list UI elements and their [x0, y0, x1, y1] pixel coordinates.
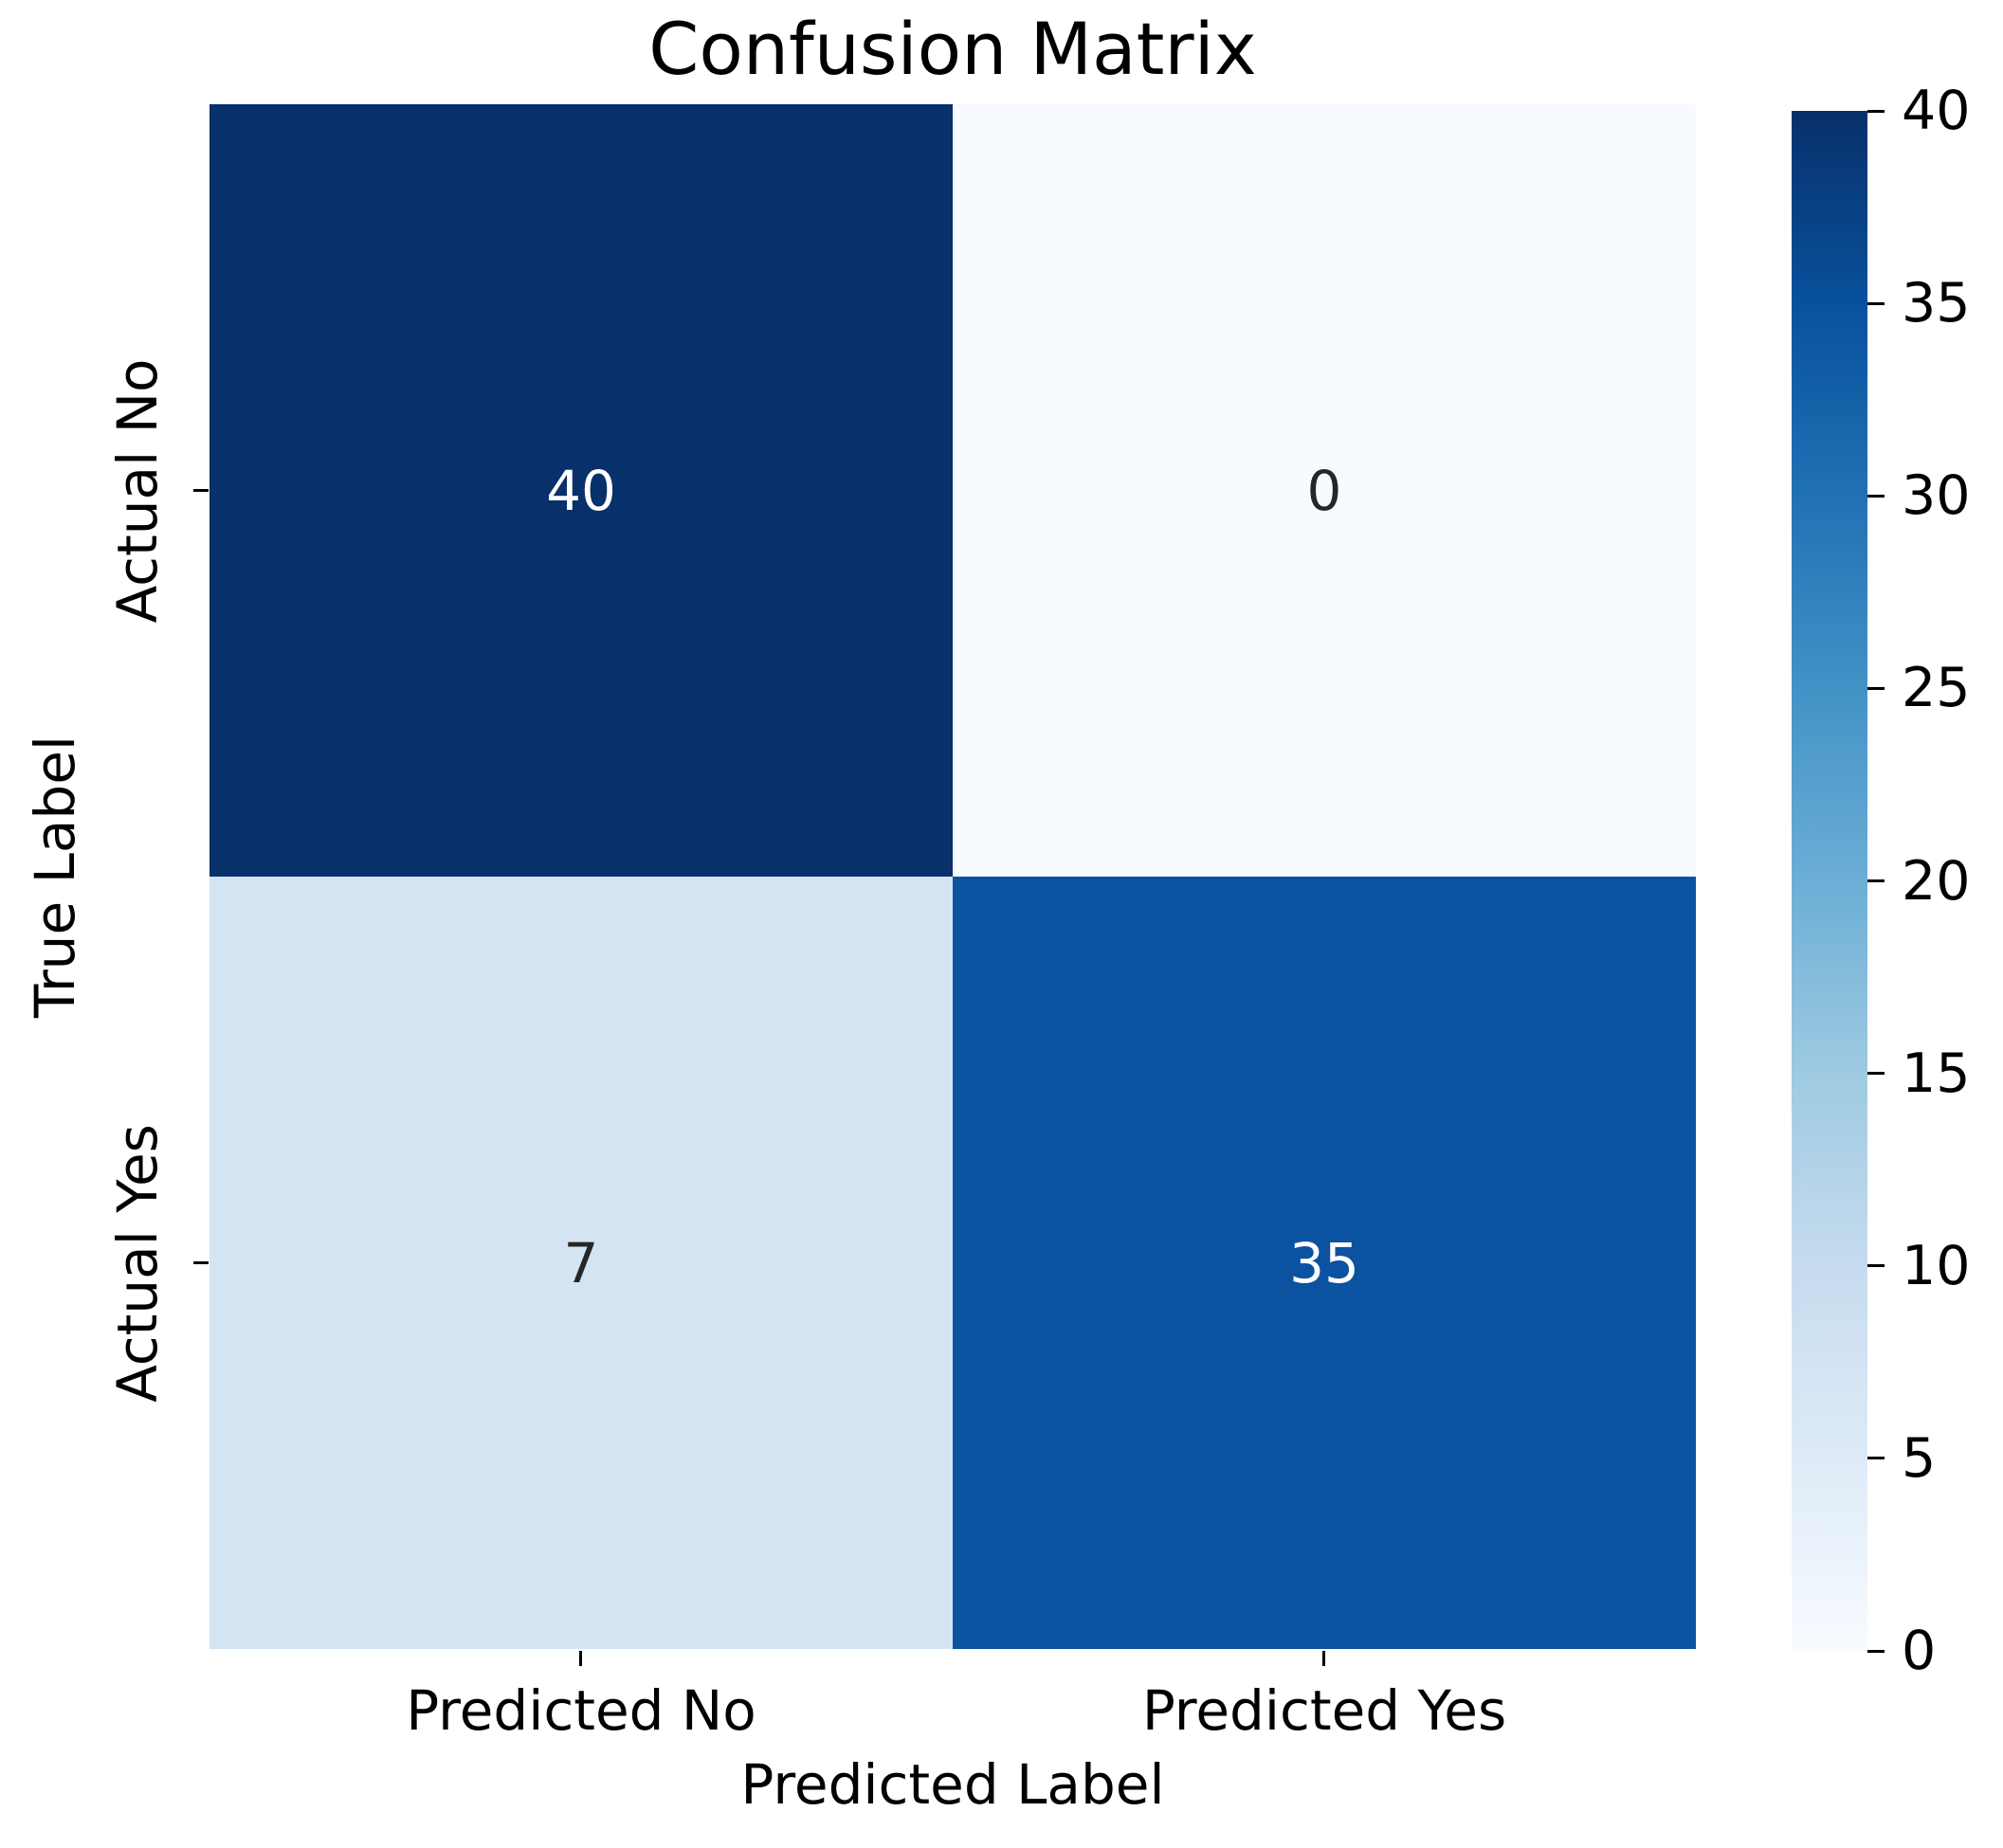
colorbar-tick-mark — [1867, 1072, 1885, 1076]
y-tick-label-actual-yes: Actual Yes — [105, 1124, 170, 1403]
x-axis-label: Predicted Label — [740, 1752, 1165, 1817]
colorbar-tick-label: 35 — [1902, 272, 1971, 335]
colorbar-tick-label: 15 — [1902, 1042, 1971, 1105]
colorbar-tick: 15 — [1867, 1045, 1971, 1102]
colorbar-ticks: 0 5 10 15 20 25 30 35 40 — [1867, 82, 2003, 1679]
colorbar-tick: 5 — [1867, 1430, 1936, 1487]
y-tick-mark — [193, 1261, 209, 1264]
y-axis-label: True Label — [23, 734, 87, 1019]
colorbar-tick-label: 40 — [1902, 80, 1971, 142]
colorbar-tick: 25 — [1867, 660, 1971, 716]
x-tick-label-predicted-yes: Predicted Yes — [1141, 1678, 1507, 1743]
y-tick-label-actual-no: Actual No — [105, 358, 170, 624]
colorbar-tick-label: 5 — [1902, 1426, 1937, 1490]
colorbar-tick-mark — [1867, 686, 1885, 690]
colorbar-tick-mark — [1867, 494, 1885, 498]
colorbar-gradient — [1792, 111, 1867, 1651]
colorbar-tick-mark — [1867, 1264, 1885, 1268]
matrix-cell-fn: 7 — [209, 877, 953, 1649]
colorbar-tick: 0 — [1867, 1622, 1936, 1679]
y-tick-mark — [193, 489, 209, 492]
colorbar-tick-mark — [1867, 879, 1885, 882]
colorbar-tick-label: 30 — [1902, 464, 1971, 528]
x-tick-mark — [579, 1651, 582, 1666]
matrix-cell-fp: 0 — [953, 104, 1696, 877]
heatmap-plot-area: 40 0 7 35 — [209, 104, 1696, 1649]
x-tick-labels: Predicted No Predicted Yes — [209, 1679, 1696, 1742]
colorbar-tick-label: 25 — [1902, 657, 1971, 720]
colorbar-tick-mark — [1867, 1649, 1885, 1653]
chart-title: Confusion Matrix — [648, 7, 1257, 91]
cell-value: 35 — [1289, 1230, 1359, 1295]
x-tick-mark — [1322, 1651, 1325, 1666]
colorbar-tick: 20 — [1867, 853, 1971, 910]
colorbar-tick: 40 — [1867, 82, 1971, 139]
colorbar-tick: 35 — [1867, 275, 1971, 332]
matrix-cell-tp: 35 — [953, 877, 1696, 1649]
cell-value: 7 — [563, 1230, 599, 1295]
colorbar-tick-mark — [1867, 301, 1885, 305]
cell-value: 0 — [1306, 458, 1342, 523]
colorbar-tick-mark — [1867, 109, 1885, 113]
colorbar-tick-label: 20 — [1902, 849, 1971, 913]
colorbar-tick-label: 0 — [1902, 1620, 1937, 1682]
colorbar-tick: 10 — [1867, 1238, 1971, 1295]
matrix-cell-tn: 40 — [209, 104, 953, 877]
colorbar-tick-mark — [1867, 1457, 1885, 1460]
cell-value: 40 — [546, 458, 616, 523]
colorbar-tick-label: 10 — [1902, 1234, 1971, 1297]
colorbar-tick: 30 — [1867, 467, 1971, 524]
x-tick-label-predicted-no: Predicted No — [406, 1678, 756, 1743]
colorbar: 0 5 10 15 20 25 30 35 40 — [1792, 82, 1971, 1679]
